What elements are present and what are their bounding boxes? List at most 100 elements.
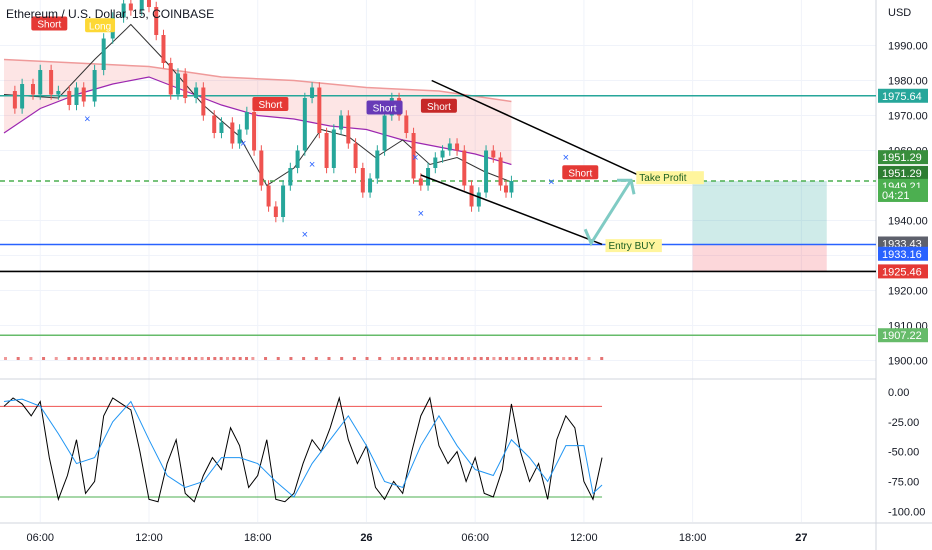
candle-body bbox=[491, 150, 496, 158]
candle-body bbox=[346, 115, 351, 144]
strip-mark bbox=[473, 357, 477, 360]
price-tag-text: 1907.22 bbox=[882, 330, 922, 342]
candle-body bbox=[503, 185, 508, 193]
strip-mark bbox=[181, 357, 185, 360]
projection-arrowhead bbox=[617, 178, 636, 195]
strip-mark bbox=[175, 357, 179, 360]
long-position-tool[interactable] bbox=[692, 180, 827, 272]
signal-label: Short bbox=[427, 102, 451, 113]
candle-body bbox=[81, 87, 86, 102]
strip-mark bbox=[536, 357, 540, 360]
strip-mark bbox=[479, 357, 483, 360]
candle-body bbox=[237, 129, 242, 144]
cross-marker: × bbox=[418, 208, 424, 220]
strip-mark bbox=[447, 357, 451, 360]
candle-body bbox=[339, 115, 344, 130]
signal-label: Short bbox=[568, 168, 592, 179]
candle-body bbox=[310, 87, 315, 98]
candle-body bbox=[317, 87, 322, 133]
strip-mark bbox=[549, 357, 553, 360]
strip-mark bbox=[187, 357, 191, 360]
strip-mark bbox=[378, 357, 382, 360]
time-axis[interactable]: 06:00 12:00 18:00 26 06:00 12:00 18:00 27 bbox=[26, 532, 807, 544]
signal-badge bbox=[85, 18, 116, 33]
price-tag bbox=[878, 88, 928, 103]
strip-mark bbox=[86, 357, 90, 360]
strip-mark bbox=[352, 357, 356, 360]
osc-tick: -50.00 bbox=[888, 447, 919, 459]
osc-tick: -75.00 bbox=[888, 476, 919, 488]
strip-mark bbox=[80, 357, 84, 360]
currency-label: USD bbox=[888, 7, 911, 19]
strip-mark bbox=[543, 357, 547, 360]
candle-body bbox=[30, 84, 35, 95]
strip-mark bbox=[568, 357, 572, 360]
strip-mark bbox=[99, 357, 103, 360]
chart-title: Ethereum / U.S. Dollar, 15, COINBASE bbox=[6, 7, 214, 21]
candle-body bbox=[67, 91, 72, 105]
strip-mark bbox=[562, 357, 566, 360]
candle-body bbox=[201, 87, 206, 116]
time-tick: 06:00 bbox=[26, 532, 54, 544]
time-tick: 12:00 bbox=[570, 532, 598, 544]
annotation-label: Take Profit bbox=[639, 173, 686, 184]
candle-body bbox=[295, 150, 300, 168]
strip-mark bbox=[219, 357, 223, 360]
price-tag-text: 1951.29 bbox=[882, 152, 922, 164]
strip-mark bbox=[441, 357, 445, 360]
strip-mark bbox=[162, 357, 166, 360]
price-tick: 1940.00 bbox=[888, 216, 928, 228]
cross-marker: × bbox=[563, 152, 569, 164]
signal-labels: Short Long Short Short Short Short bbox=[31, 16, 599, 180]
strip-mark bbox=[111, 357, 115, 360]
price-tag bbox=[878, 165, 928, 180]
candle-body bbox=[368, 178, 373, 193]
strip-mark bbox=[587, 357, 591, 360]
strip-mark bbox=[213, 357, 217, 360]
strip-mark bbox=[264, 357, 268, 360]
candle-body bbox=[353, 143, 358, 168]
candle-body bbox=[101, 38, 106, 70]
candle-body bbox=[302, 98, 307, 151]
price-tick: 1980.00 bbox=[888, 76, 928, 88]
candle-body bbox=[49, 70, 54, 95]
time-tick: 18:00 bbox=[679, 532, 707, 544]
strip-mark bbox=[600, 357, 604, 360]
trade-annotations[interactable]: Take Profit Entry BUY bbox=[605, 171, 704, 253]
strip-mark bbox=[416, 357, 420, 360]
cross-markers: × × × × × × × × bbox=[84, 114, 569, 242]
price-tag bbox=[878, 187, 928, 202]
candle-body bbox=[411, 133, 416, 179]
strip-mark bbox=[403, 357, 407, 360]
wedge-upper-line bbox=[431, 79, 639, 176]
strip-mark bbox=[314, 357, 318, 360]
price-tick: 1920.00 bbox=[888, 286, 928, 298]
horizontal-levels[interactable] bbox=[0, 95, 876, 336]
ma-black-line bbox=[3, 23, 512, 187]
strip-mark bbox=[486, 357, 490, 360]
strip-mark bbox=[245, 357, 249, 360]
osc-tick: -100.00 bbox=[888, 506, 925, 518]
strip-mark bbox=[555, 357, 559, 360]
price-tag bbox=[878, 150, 928, 165]
strip-mark bbox=[302, 357, 306, 360]
strip-mark bbox=[73, 357, 77, 360]
candle-body bbox=[154, 7, 159, 35]
strip-mark bbox=[156, 357, 160, 360]
osc-tick: -25.00 bbox=[888, 417, 919, 429]
signal-label: Short bbox=[373, 104, 397, 115]
price-tick: 1970.00 bbox=[888, 111, 928, 123]
strip-mark bbox=[460, 357, 464, 360]
signal-badge bbox=[420, 98, 457, 113]
price-tag-text: 04:21 bbox=[882, 190, 910, 202]
ma-cloud bbox=[4, 59, 512, 165]
strip-mark bbox=[92, 357, 96, 360]
candle-body bbox=[426, 168, 431, 186]
candle-body bbox=[128, 3, 133, 11]
candle-body bbox=[469, 185, 474, 207]
candle-body bbox=[183, 73, 188, 98]
candle-body bbox=[92, 70, 97, 102]
falling-wedge[interactable] bbox=[420, 79, 639, 247]
candle-body bbox=[484, 150, 489, 193]
